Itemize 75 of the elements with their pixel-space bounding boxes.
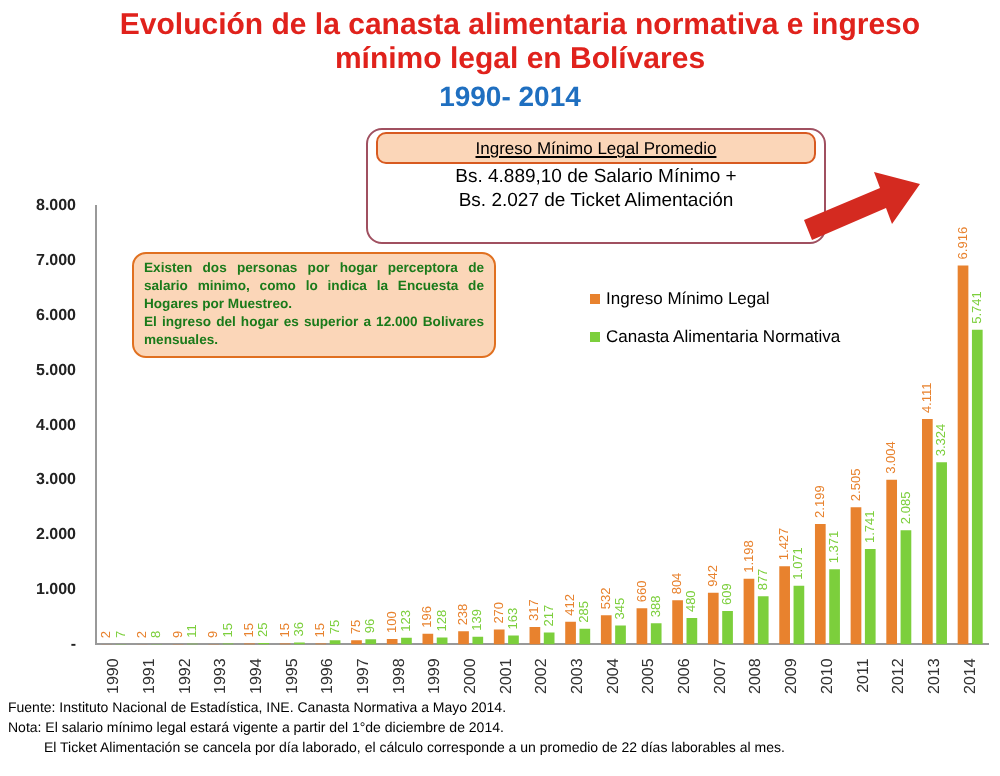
x-tick-label: 2003 [568,657,587,694]
legend-label: Ingreso Mínimo Legal [606,288,770,308]
bar [850,507,862,645]
x-tick-label: 1994 [247,657,265,694]
x-tick-label: 1992 [175,657,194,694]
bar [957,265,969,645]
bar [401,637,412,645]
x-tick-label: 2006 [675,657,694,694]
y-tick-label: 6.000 [35,306,78,325]
bar [900,530,912,645]
x-tick-label: 1999 [425,657,444,694]
bar [579,628,591,645]
y-tick-label: 4.000 [35,415,78,434]
bar [936,462,947,645]
x-tick-label: 2009 [782,657,801,694]
x-tick-label: 2000 [461,657,480,694]
bar [615,625,626,645]
bar [493,629,505,645]
x-tick-label: 2011 [853,657,872,693]
bar [707,592,719,645]
text-box: Ingreso Mínimo Legal Promedio Bs. 4.889,10 de Salario Mínimo + Bs. 2.027 de Ticket Alimentación [366,128,826,244]
x-tick-label: 2012 [889,657,908,694]
x-tick-label: 2007 [710,657,729,694]
bar [779,566,790,645]
bar [543,632,555,645]
y-tick-label: 7.000 [35,251,78,270]
x-tick-label: 2013 [924,657,943,694]
bar [650,623,662,645]
bar [529,627,541,645]
y-tick-label: 5.000 [35,360,78,379]
bar [793,585,805,645]
bar [636,608,648,645]
bar [386,638,398,645]
legend-label: Canasta Alimentaria Normativa [606,326,841,346]
y-tick-label: 1.000 [35,580,78,599]
bar [864,549,876,645]
x-tick-label: 2014 [960,657,979,694]
x-tick-label: 2001 [496,657,515,694]
bar [814,523,826,645]
x-tick-label: 1998 [389,657,408,694]
bar [422,633,434,645]
x-tick-label: 1996 [318,657,337,694]
annotation: Bs. 4.889,10 de Salario Mínimo + Bs. 2.027 de Ticket Alimentación [453,166,739,214]
bar [757,596,769,645]
bar [600,615,612,645]
y-tick-label: - [70,634,77,653]
y-tick-label: 3.000 [35,470,78,489]
bar [722,611,733,645]
bar [365,639,377,645]
x-tick-label: 1997 [354,657,373,694]
bar [743,578,755,645]
bar [686,618,698,645]
bar [436,637,448,645]
x-tick-label: 2008 [746,657,765,694]
x-tick-label: 1995 [282,657,301,694]
bar [922,419,933,645]
x-tick-label: 2010 [817,657,836,694]
bar [472,636,484,645]
bar [458,631,469,645]
x-tick-label: 2002 [532,657,551,694]
x-tick-label: 2005 [639,657,658,694]
bar [672,600,683,645]
bar [971,329,983,645]
y-tick-label: 2.000 [35,525,78,544]
x-tick-label: 1990 [104,657,123,694]
x-tick-label: 1993 [211,657,230,694]
bar [565,621,576,645]
chart-subtitle: 1990- 2014 [437,80,583,112]
bar [886,479,898,645]
chart-title: Evolución de la canasta alimentaria normativa e ingreso mínimo legal en Bolívares [117,8,923,76]
x-tick-label: 2004 [603,657,622,694]
x-tick-label: 1991 [139,657,158,694]
y-tick-label: 8.000 [35,196,78,215]
bar [508,635,519,645]
bar [829,569,840,645]
